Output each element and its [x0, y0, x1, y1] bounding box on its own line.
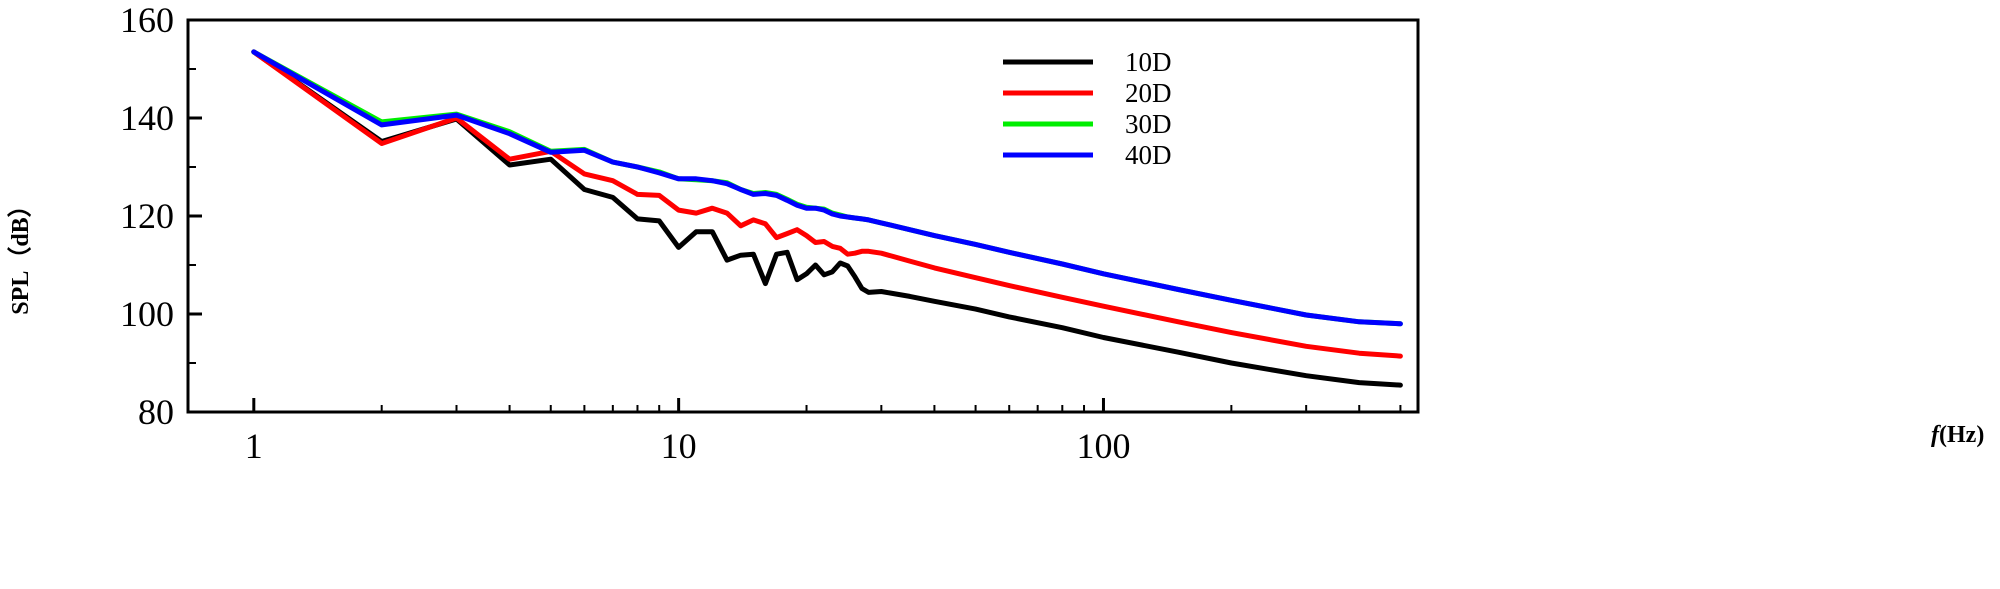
series-line-30d — [251, 49, 1403, 327]
legend-label-40d: 40D — [1125, 140, 1172, 170]
y-tick-label: 120 — [120, 196, 174, 236]
x-axis-title-unit: (Hz) — [1939, 422, 1984, 448]
x-axis-title-variable: f — [1931, 422, 1941, 448]
x-axis-title: f(Hz) — [1931, 422, 1984, 448]
series-line-10d — [251, 49, 1403, 388]
y-tick-label: 160 — [120, 0, 174, 40]
legend-label-30d: 30D — [1125, 109, 1172, 139]
x-tick-label: 100 — [1076, 426, 1130, 466]
series-line-20d — [251, 49, 1403, 359]
y-tick-label: 140 — [120, 98, 174, 138]
plot-frame — [186, 18, 1420, 414]
y-tick-label: 80 — [138, 392, 174, 432]
plot-area: 80 100 120 140 160 1 10 100 — [120, 0, 1420, 466]
y-axis-title: SPL（dB） — [7, 193, 34, 314]
series-line-40d — [251, 49, 1403, 327]
x-tick-label: 10 — [661, 426, 697, 466]
legend-label-10d: 10D — [1125, 47, 1172, 77]
y-tick-label: 100 — [120, 294, 174, 334]
x-tick-label: 1 — [245, 426, 263, 466]
series-layer — [251, 49, 1403, 388]
legend-label-20d: 20D — [1125, 78, 1172, 108]
tick-layer: 80 100 120 140 160 1 10 100 — [120, 0, 1402, 466]
